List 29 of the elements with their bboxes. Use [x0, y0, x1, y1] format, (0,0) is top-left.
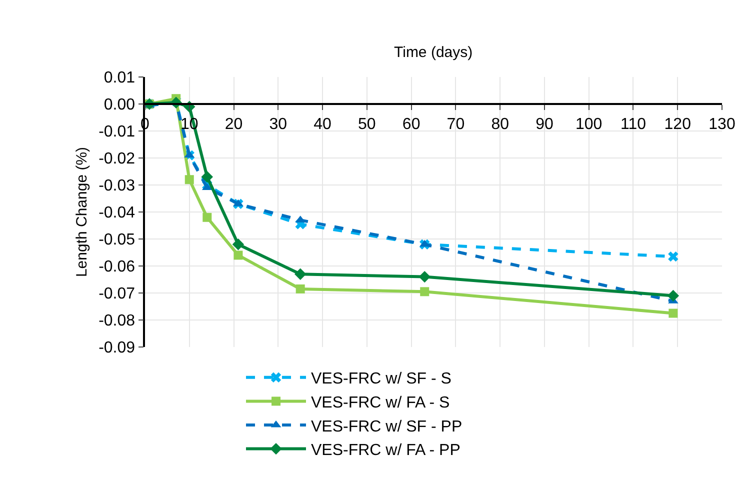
y-tick-label: -0.01	[98, 124, 136, 141]
x-tick-label: 90	[536, 116, 554, 133]
x-tick-label: 20	[224, 116, 243, 133]
x-axis-title: Time (days)	[394, 44, 473, 61]
y-tick-label: -0.04	[98, 204, 136, 222]
x-tick-label: 30	[269, 116, 288, 133]
x-tick-label: 120	[664, 116, 692, 133]
legend-label: VES-FRC w/ SF - PP	[311, 418, 462, 436]
x-tick-label: 80	[491, 116, 510, 133]
y-tick-label: 0.00	[104, 96, 136, 114]
x-tick-label: 60	[402, 116, 420, 133]
x-tick-label: 130	[708, 116, 736, 133]
y-tick-label: -0.08	[98, 312, 136, 330]
y-tick-label: -0.09	[98, 340, 136, 357]
legend-label: VES-FRC w/ FA - S	[311, 394, 450, 412]
x-tick-label: 110	[620, 116, 646, 133]
y-axis-title: Length Change (%)	[73, 146, 90, 278]
y-tick-label: -0.05	[98, 232, 136, 249]
y-tick-label: -0.02	[98, 150, 136, 168]
y-tick-label: -0.07	[98, 286, 136, 303]
legend-label: VES-FRC w/ SF - S	[311, 370, 452, 388]
legend-label: VES-FRC w/ FA - PP	[311, 442, 460, 460]
x-tick-label: 40	[314, 116, 332, 133]
x-tick-label: 70	[446, 116, 465, 133]
x-tick-label: 50	[358, 116, 376, 133]
y-tick-label: 0.01	[104, 70, 136, 87]
x-tick-label: 100	[576, 116, 602, 133]
y-tick-label: -0.06	[98, 258, 136, 276]
y-tick-label: -0.03	[98, 178, 136, 195]
